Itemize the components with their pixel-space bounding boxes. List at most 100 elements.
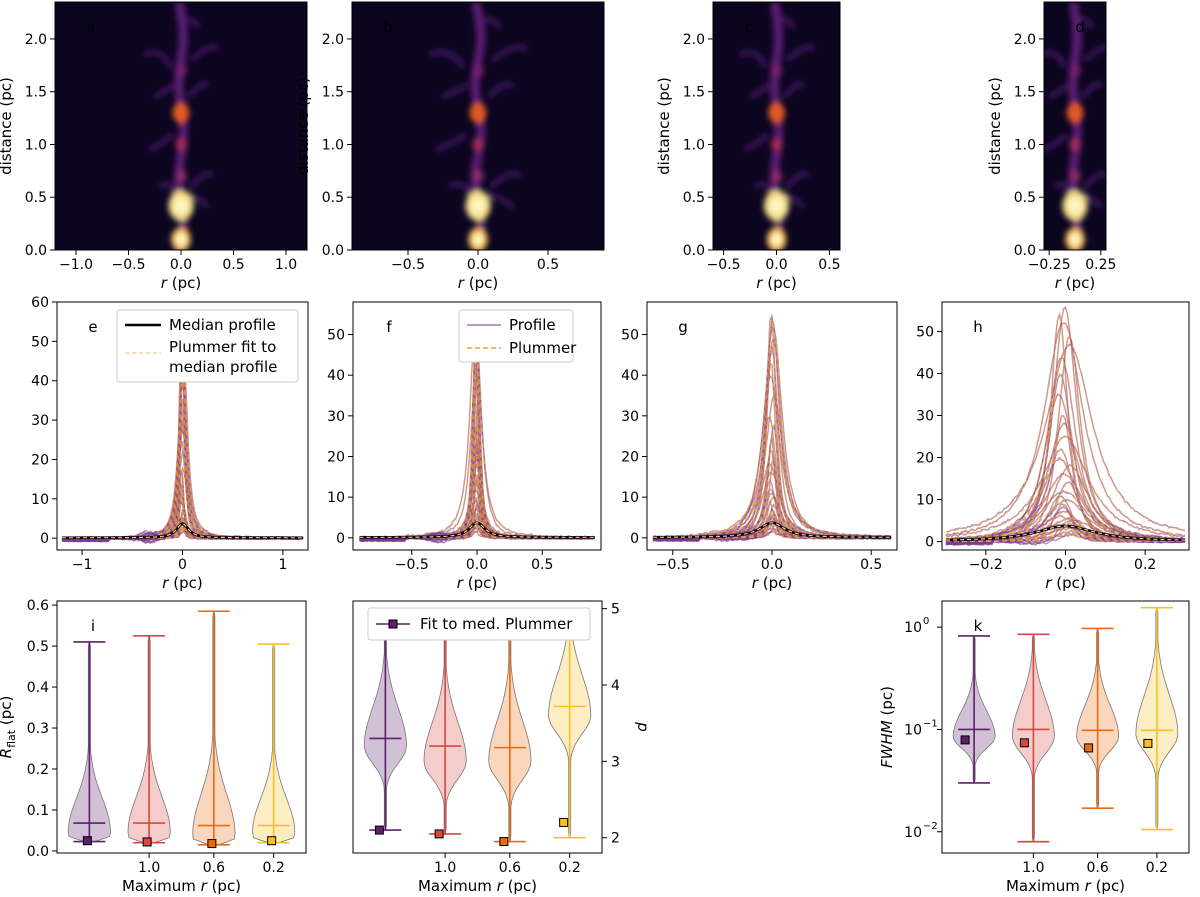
plummer-fit-line — [359, 448, 595, 539]
ytick-label-g: 50 — [621, 328, 639, 344]
plummer-fit-line — [652, 337, 891, 538]
axes-frame-i — [56, 600, 307, 854]
legend-plummer-label: Plummer — [509, 339, 577, 357]
ytick-label-h: 20 — [916, 451, 934, 467]
ytick-label-j: 2 — [611, 831, 620, 847]
legend-profile-label: Profile — [509, 316, 556, 334]
x-axis-label-a: r (pc) — [161, 274, 201, 292]
profile-line — [945, 532, 1186, 546]
fit-to-median-marker — [434, 829, 444, 839]
plummer-fit-line — [359, 513, 595, 539]
ytick-label-d: 0.5 — [1014, 190, 1036, 206]
xtick-label-d: −0.25 — [1028, 257, 1071, 273]
ytick-label-a: 0.0 — [25, 243, 47, 259]
filament-wisp — [148, 132, 174, 153]
filament-wisp — [143, 50, 173, 69]
ytick-label-b: 2.0 — [322, 32, 344, 48]
plummer-fit-line — [945, 435, 1186, 537]
x-axis-label-j: Maximum r (pc) — [418, 877, 537, 895]
panel-label-c: c — [745, 18, 753, 36]
y-axis-label-j: p — [634, 721, 652, 732]
filament-wisp — [785, 44, 816, 62]
ytick-label-a: 2.0 — [25, 32, 47, 48]
plummer-fit-line — [945, 423, 1185, 540]
emission-clump — [472, 63, 484, 78]
ytick-label-c: 1.5 — [683, 85, 705, 101]
ytick-exponent-k: 0 — [923, 616, 929, 627]
xtick-label-a: 1.0 — [275, 257, 297, 273]
plummer-fit-line — [359, 508, 595, 539]
ytick-label-g: 0 — [630, 531, 639, 547]
panel-label-e: e — [88, 318, 97, 336]
filament-wisp — [1079, 16, 1094, 29]
legend-median-label: Median profile — [169, 316, 276, 334]
fit-to-median-marker — [499, 837, 509, 847]
legend-box-f — [458, 309, 574, 363]
ytick-label-g: 30 — [621, 409, 639, 425]
xtick-label-a: −0.5 — [112, 257, 146, 273]
filament-wisp — [1044, 132, 1068, 153]
xtick-label-k: 0.6 — [1086, 860, 1108, 876]
ytick-label-i: 0.2 — [27, 762, 49, 778]
xtick-label-i: 0.2 — [262, 860, 284, 876]
emission-core — [173, 197, 189, 214]
filament-wisp — [153, 82, 176, 100]
xtick-label-j: 0.2 — [558, 860, 580, 876]
ytick-exponent-k: −1 — [923, 718, 938, 729]
ytick-label-k: 10 — [904, 825, 922, 841]
xtick-label-a: 0.0 — [170, 257, 192, 273]
ytick-exponent-k: −2 — [923, 821, 938, 832]
xtick-label-b: −0.5 — [391, 257, 425, 273]
emission-clump — [770, 137, 783, 152]
xtick-label-g: −0.5 — [656, 557, 690, 573]
median-plummer-fit-line — [359, 522, 595, 538]
x-axis-label-i: Maximum r (pc) — [122, 877, 241, 895]
x-axis-label-f: r (pc) — [457, 574, 497, 592]
x-axis-label-k: Maximum r (pc) — [1006, 877, 1125, 895]
xtick-label-h: 0.2 — [1134, 557, 1156, 573]
plummer-fit-line — [359, 488, 595, 539]
emission-clump — [770, 63, 783, 78]
emission-clump — [1069, 63, 1081, 78]
ytick-label-f: 40 — [327, 368, 345, 384]
panel-label-g: g — [678, 318, 688, 336]
emission-core — [175, 233, 187, 246]
ytick-label-j: 3 — [611, 754, 620, 770]
ytick-label-j: 5 — [611, 602, 620, 618]
filament-wisp — [188, 192, 210, 209]
panel-label-k: k — [974, 617, 983, 635]
image-d — [1044, 2, 1106, 250]
plummer-fit-line — [653, 314, 891, 539]
plummer-fit-line — [946, 465, 1185, 541]
filament-wisp — [1082, 171, 1106, 190]
ytick-label-i: 0.4 — [27, 680, 49, 696]
xtick-label-c: 0.0 — [765, 257, 787, 273]
filament-wisp — [448, 181, 473, 197]
fit-to-median-marker — [1019, 738, 1029, 748]
axes-frame-j — [352, 600, 603, 854]
ytick-label-c: 1.0 — [683, 137, 705, 153]
ytick-label-f: 30 — [327, 409, 345, 425]
xtick-label-i: 1.0 — [138, 860, 160, 876]
ytick-label-i: 0.1 — [27, 803, 49, 819]
emission-clump — [770, 169, 783, 183]
ytick-label-f: 20 — [327, 449, 345, 465]
filament-wisp — [748, 82, 771, 100]
y-axis-label-b: distance (pc) — [294, 77, 312, 175]
filament-spine — [1068, 2, 1079, 10]
x-axis-label-h: r (pc) — [1045, 574, 1085, 592]
filament-wisp — [1044, 50, 1067, 69]
filament-wisp — [428, 50, 466, 70]
ytick-label-e: 30 — [31, 413, 49, 429]
plummer-fit-line — [359, 376, 595, 539]
emission-clump — [172, 102, 190, 124]
plummer-fit-line — [359, 456, 595, 539]
profile-line — [945, 322, 1186, 537]
emission-clump — [472, 137, 484, 152]
ytick-label-e: 50 — [31, 334, 49, 350]
plummer-fit-line — [946, 473, 1186, 541]
fit-to-median-marker — [960, 735, 970, 745]
plummer-fit-line — [945, 498, 1186, 542]
ytick-label-d: 1.5 — [1014, 85, 1036, 101]
ytick-label-e: 40 — [31, 374, 49, 390]
